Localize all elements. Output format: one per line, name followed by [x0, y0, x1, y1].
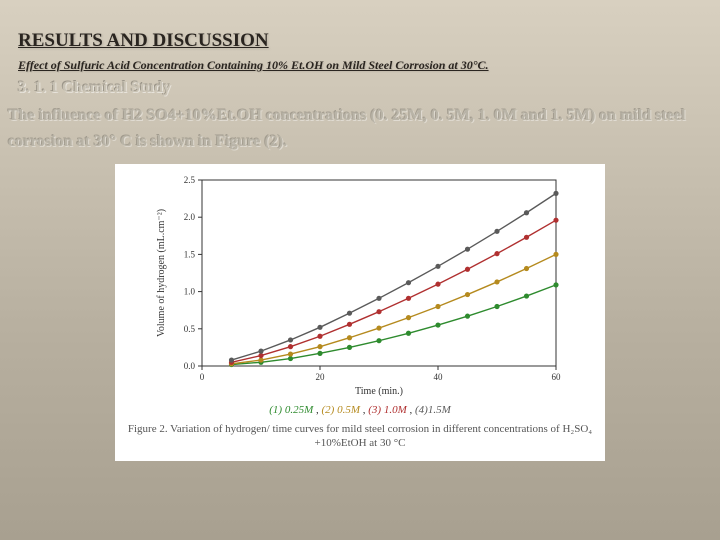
svg-text:Volume of hydrogen (mL.cm⁻²): Volume of hydrogen (mL.cm⁻²): [156, 209, 167, 337]
caption-line2: +10%EtOH at 30 °C: [315, 437, 406, 449]
heading-effect: Effect of Sulfuric Acid Concentration Co…: [18, 58, 702, 73]
svg-text:0: 0: [200, 372, 205, 382]
svg-text:40: 40: [434, 372, 444, 382]
svg-text:0.5: 0.5: [184, 324, 196, 334]
heading-results: RESULTS AND DISCUSSION: [18, 30, 702, 52]
hydrogen-time-chart: 0.0 0.5 1.0 1.5 2.0 2.5 0 20 40 60 Time (min.) Volu…: [150, 170, 570, 400]
caption-line1: Figure 2. Variation of hydrogen/ time cu…: [128, 423, 592, 435]
body-paragraph: The influence of H2 SO4+10%Et.OH concent…: [8, 103, 702, 154]
svg-text:1.5: 1.5: [184, 250, 196, 260]
heading-chemical-study: 3. 1. 1 Chemical Study: [18, 79, 702, 97]
figure-caption: Figure 2. Variation of hydrogen/ time cu…: [125, 422, 595, 451]
chart-legend: (1) 0.25M , (2) 0.5M , (3) 1.0M , (4)1.5…: [125, 404, 595, 416]
svg-text:20: 20: [316, 372, 326, 382]
svg-text:2.5: 2.5: [184, 175, 196, 185]
svg-text:Time (min.): Time (min.): [355, 386, 403, 397]
svg-text:60: 60: [552, 372, 562, 382]
figure-container: 0.0 0.5 1.0 1.5 2.0 2.5 0 20 40 60 Time (min.) Volu…: [115, 164, 605, 461]
svg-text:1.0: 1.0: [184, 287, 196, 297]
svg-text:2.0: 2.0: [184, 212, 196, 222]
svg-text:0.0: 0.0: [184, 361, 196, 371]
